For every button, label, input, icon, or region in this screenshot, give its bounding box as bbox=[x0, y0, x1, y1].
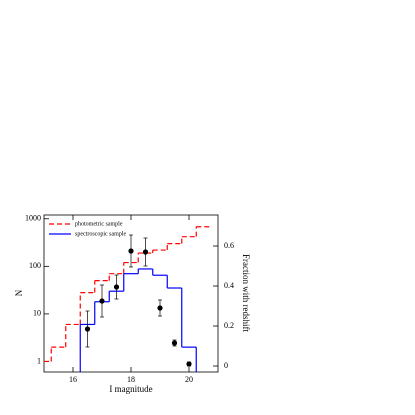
data-point bbox=[171, 340, 178, 346]
y2-tick-label: 0.6 bbox=[224, 241, 234, 250]
x-tick-label: 20 bbox=[185, 375, 193, 384]
y2-tick-label: 0.4 bbox=[224, 281, 234, 290]
data-point bbox=[128, 248, 134, 254]
legend-label: photometric sample bbox=[75, 221, 123, 227]
x-tick-label: 18 bbox=[127, 375, 135, 384]
y2-axis-label: Fraction with redshift bbox=[241, 254, 251, 332]
legend-label: spectroscopic sample bbox=[75, 231, 126, 237]
data-point bbox=[84, 326, 91, 332]
y2-tick-label: 0 bbox=[224, 361, 228, 370]
data-point bbox=[157, 305, 163, 311]
data-point bbox=[113, 284, 120, 290]
y-tick-label: 10 bbox=[33, 309, 41, 318]
data-point bbox=[142, 249, 149, 255]
y-tick-label: 100 bbox=[29, 261, 41, 270]
y-axis-label: N bbox=[14, 289, 24, 296]
y2-tick-label: 0.2 bbox=[224, 321, 234, 330]
data-point bbox=[186, 361, 192, 367]
data-point bbox=[99, 298, 105, 304]
y-tick-label: 1000 bbox=[25, 214, 41, 223]
x-tick-label: 16 bbox=[69, 375, 77, 384]
y-tick-label: 1 bbox=[37, 356, 41, 365]
x-axis-label: I magnitude bbox=[109, 384, 152, 394]
